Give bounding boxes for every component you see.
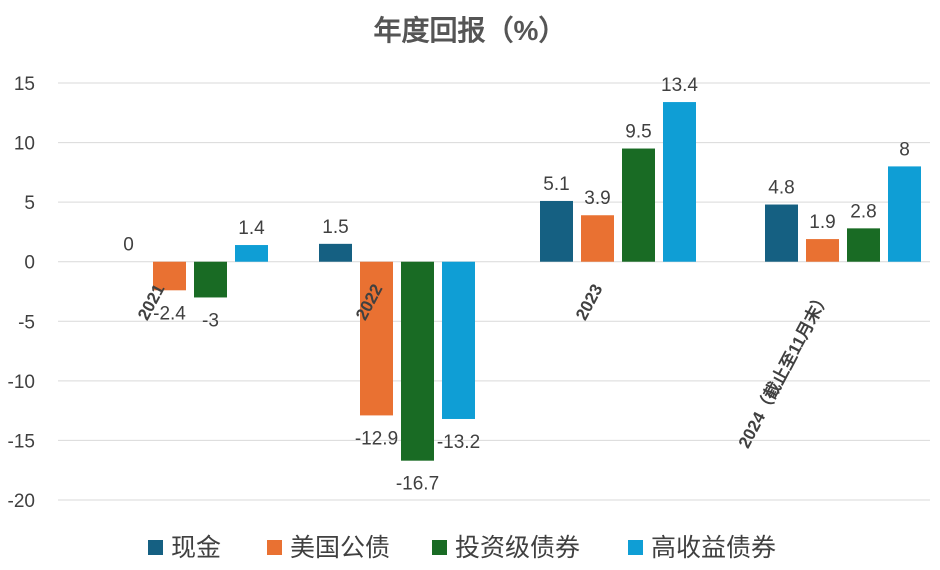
legend-label: 现金 [171,534,221,562]
legend-label: 高收益债券 [651,534,776,562]
data-label: -3 [202,310,219,331]
y-tick-label: -10 [8,372,35,393]
y-tick-label: 10 [14,134,35,155]
bar [540,200,573,262]
data-label: -2.4 [153,303,186,324]
bar [663,102,696,262]
data-label: 3.9 [584,188,610,209]
bar [235,245,268,262]
legend-swatch [267,540,282,555]
legend-swatch [148,540,163,555]
bar [888,166,921,262]
data-label: 8 [899,139,910,160]
data-label: 2.8 [850,201,876,222]
y-tick-label: -5 [18,312,35,333]
chart-title: 年度回报（%） [374,14,567,46]
y-tick-label: 15 [14,74,35,95]
data-label: 1.5 [322,217,348,238]
y-tick-label: 0 [24,253,35,274]
legend: 现金 美国公债 投资级债券 高收益债券 [148,534,776,562]
bar [442,261,475,419]
data-label: 13.4 [661,75,698,96]
bar [401,261,434,461]
category-label: 2023 [572,281,607,323]
data-label: 1.4 [238,218,265,239]
y-tick-label: 5 [24,193,35,214]
bar [153,261,186,291]
y-tick-label: -20 [8,491,35,512]
bar [806,239,839,262]
legend-swatch [628,540,643,555]
data-label: -12.9 [355,428,398,449]
data-label: 9.5 [625,122,651,143]
bar [360,261,393,416]
legend-label: 美国公债 [290,534,390,562]
legend-swatch [432,540,447,555]
bar [194,261,227,298]
legend-label: 投资级债券 [455,534,580,562]
legend-item: 美国公债 [267,534,390,562]
bar [581,215,614,262]
data-label: -13.2 [437,432,480,453]
data-label: 0 [123,235,134,256]
data-label: 5.1 [543,174,569,195]
category-labels: 2021 2022 2023 2024（截止至11月末） [134,281,834,451]
bar [319,243,352,262]
y-axis: 15 10 5 0 -5 -10 -15 -20 [8,74,35,512]
legend-item: 高收益债券 [628,534,776,562]
gridlines [58,82,930,501]
data-label: -16.7 [396,474,439,495]
data-label: 4.8 [768,178,794,199]
bar [765,204,798,262]
bars [153,102,921,461]
category-label: 2024（截止至11月末） [734,287,834,451]
legend-item: 现金 [148,534,221,562]
data-labels: 0 1.5 5.1 4.8 -2.4 -12.9 3.9 1.9 -3 -16.7 9.5 2.8 1.… [123,75,910,495]
bar [847,228,880,262]
y-tick-label: -15 [8,431,35,452]
bar [622,148,655,262]
legend-item: 投资级债券 [432,534,580,562]
data-label: 1.9 [809,212,835,233]
